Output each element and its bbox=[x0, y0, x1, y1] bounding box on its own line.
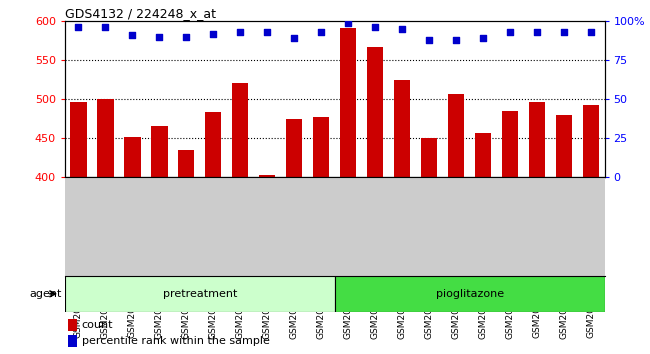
Bar bbox=[556, 115, 572, 177]
Point bbox=[478, 35, 488, 41]
Point bbox=[586, 29, 596, 35]
Bar bbox=[151, 126, 168, 177]
Bar bbox=[583, 105, 599, 177]
Bar bbox=[340, 28, 356, 177]
Bar bbox=[98, 99, 114, 177]
Bar bbox=[502, 111, 518, 177]
Point bbox=[532, 29, 542, 35]
Point bbox=[208, 31, 218, 36]
Bar bbox=[394, 80, 410, 177]
Bar bbox=[286, 119, 302, 177]
Point bbox=[262, 29, 272, 35]
Point bbox=[370, 25, 380, 30]
Point bbox=[73, 25, 84, 30]
Text: pretreatment: pretreatment bbox=[162, 289, 237, 299]
Text: pioglitazone: pioglitazone bbox=[436, 289, 504, 299]
Bar bbox=[70, 102, 86, 177]
Text: count: count bbox=[82, 320, 113, 330]
Point bbox=[505, 29, 515, 35]
Point bbox=[316, 29, 326, 35]
Bar bbox=[65, 276, 335, 312]
Bar bbox=[313, 117, 330, 177]
Bar bbox=[68, 335, 77, 347]
Bar bbox=[335, 276, 604, 312]
Text: percentile rank within the sample: percentile rank within the sample bbox=[82, 336, 270, 346]
Bar bbox=[421, 138, 437, 177]
Bar bbox=[68, 319, 77, 331]
Text: GDS4132 / 224248_x_at: GDS4132 / 224248_x_at bbox=[65, 7, 216, 20]
Bar bbox=[259, 176, 276, 177]
Point bbox=[181, 34, 192, 40]
Point bbox=[100, 25, 110, 30]
Bar bbox=[529, 102, 545, 177]
Point bbox=[154, 34, 164, 40]
Bar bbox=[475, 133, 491, 177]
Point bbox=[343, 20, 354, 25]
Bar bbox=[232, 83, 248, 177]
Point bbox=[451, 37, 462, 43]
Bar bbox=[124, 137, 140, 177]
Bar bbox=[367, 47, 383, 177]
Point bbox=[235, 29, 246, 35]
Bar bbox=[205, 112, 222, 177]
Point bbox=[424, 37, 434, 43]
Bar bbox=[178, 150, 194, 177]
Point bbox=[559, 29, 569, 35]
Text: agent: agent bbox=[29, 289, 62, 299]
Point bbox=[289, 35, 300, 41]
Point bbox=[127, 33, 138, 38]
Bar bbox=[448, 95, 464, 177]
Point bbox=[397, 26, 408, 32]
